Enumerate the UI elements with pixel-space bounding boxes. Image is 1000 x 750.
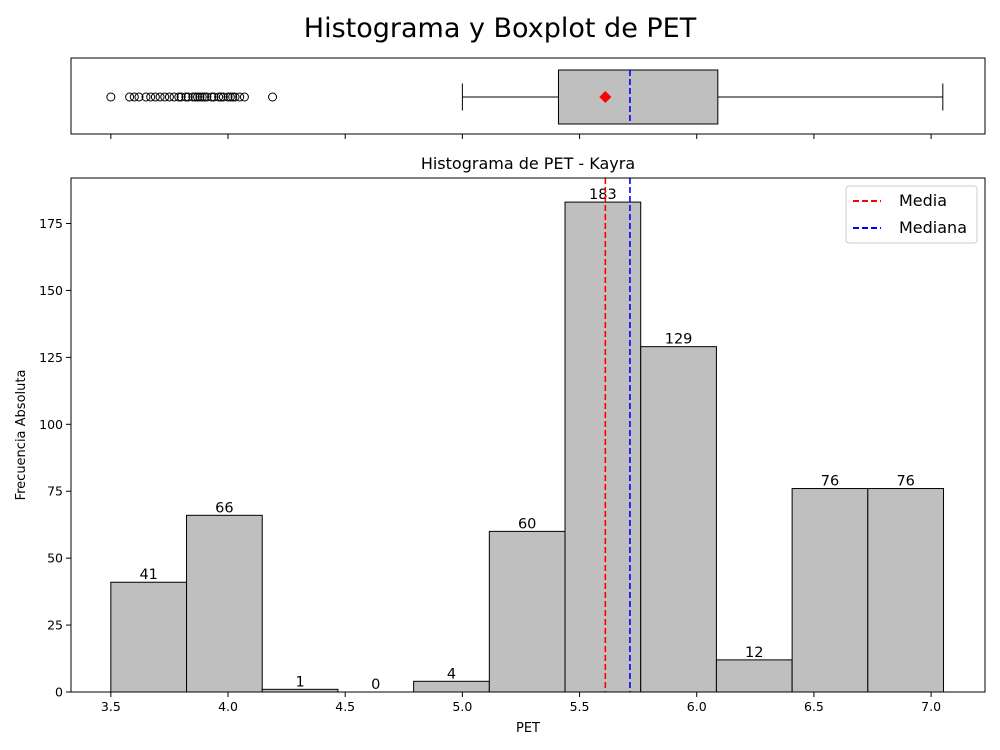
outlier-point — [183, 92, 193, 102]
x-tick-label: 7.0 — [921, 699, 941, 714]
outlier-point — [176, 92, 186, 102]
bar-value-label: 129 — [665, 332, 693, 348]
outlier-point — [235, 92, 245, 102]
outlier-point — [129, 92, 139, 102]
x-tick-label: 3.5 — [101, 699, 121, 714]
y-tick-label: 175 — [39, 216, 63, 231]
histogram-bars — [110, 201, 945, 693]
outlier-point — [106, 92, 116, 102]
histogram-bar — [488, 530, 566, 693]
histogram-bar — [715, 659, 793, 693]
legend: Media Mediana — [845, 185, 978, 244]
outlier-point — [164, 92, 174, 102]
outlier-point — [268, 92, 278, 102]
bar-value-label: 66 — [215, 500, 233, 516]
y-tick-label: 125 — [39, 350, 63, 365]
outlier-point — [202, 92, 212, 102]
histogram-bar — [413, 680, 490, 693]
boxplot-frame — [70, 57, 986, 135]
outlier-point — [141, 92, 151, 102]
y-tick-label: 150 — [39, 283, 63, 298]
outlier-point — [174, 92, 184, 102]
x-tick-label: 5.5 — [570, 699, 590, 714]
outlier-point — [150, 92, 160, 102]
y-axis-label: Frecuencia Absoluta — [14, 370, 29, 501]
outlier-point — [214, 92, 224, 102]
x-tick-label: 6.0 — [687, 699, 707, 714]
interquartile-box — [557, 69, 719, 125]
histogram-reference-lines — [604, 178, 631, 692]
histogram-bar — [867, 488, 945, 693]
bar-value-label: 1 — [295, 674, 304, 690]
outlier-point — [146, 92, 156, 102]
mean-marker — [599, 91, 612, 103]
legend-label-mediana: Mediana — [899, 218, 967, 237]
y-tick-label: 75 — [47, 484, 63, 499]
histogram-bar — [640, 346, 717, 693]
bar-value-label: 41 — [139, 567, 157, 583]
outlier-point — [216, 92, 226, 102]
outlier-point — [134, 92, 144, 102]
y-tick-label: 25 — [47, 618, 63, 633]
figure-title: Histograma y Boxplot de PET — [304, 13, 697, 44]
histogram-frame — [70, 177, 986, 693]
outlier-point — [160, 92, 170, 102]
outlier-point — [209, 92, 219, 102]
outlier-point — [155, 92, 165, 102]
x-axis-label: PET — [516, 721, 540, 736]
histogram-bar — [110, 581, 188, 693]
outlier-point — [223, 92, 233, 102]
y-tick-label: 100 — [39, 417, 63, 432]
outlier-point — [195, 92, 205, 102]
boxplot-axes — [70, 57, 986, 139]
x-tick-label: 4.0 — [218, 699, 238, 714]
outlier-point — [188, 92, 198, 102]
histogram-title: Histograma de PET - Kayra — [421, 154, 635, 173]
x-tick-label: 6.5 — [804, 699, 824, 714]
bar-value-label: 60 — [518, 516, 536, 532]
outlier-point — [228, 92, 238, 102]
outlier-point — [218, 92, 228, 102]
outlier-point — [197, 92, 207, 102]
legend-label-media: Media — [899, 191, 947, 210]
outlier-point — [200, 92, 210, 102]
y-tick-label: 50 — [47, 551, 63, 566]
bar-value-label: 4 — [447, 666, 456, 682]
boxplot-content — [106, 69, 944, 125]
outlier-point — [239, 92, 249, 102]
histogram-y-ticks: 0 25 50 75 100 125 150 175 — [39, 216, 71, 700]
outlier-point — [169, 92, 179, 102]
outlier-point — [207, 92, 217, 102]
legend-box — [845, 185, 978, 244]
outlier-point — [230, 92, 240, 102]
histogram-axes: Histograma de PET - Kayra 41 66 1 0 4 60 183 12… — [14, 154, 986, 736]
bar-value-label: 76 — [821, 474, 839, 490]
histogram-bar-labels: 41 66 1 0 4 60 183 129 12 76 76 — [139, 187, 914, 693]
bar-value-label: 76 — [896, 474, 914, 490]
boxplot-x-ticks — [110, 134, 932, 139]
bar-value-label: 12 — [745, 645, 763, 661]
bar-value-label: 183 — [589, 187, 617, 203]
outlier-point — [125, 92, 135, 102]
y-tick-label: 0 — [55, 685, 63, 700]
x-tick-label: 5.0 — [452, 699, 472, 714]
outlier-point — [190, 92, 200, 102]
histogram-bar — [791, 488, 869, 693]
histogram-bar — [186, 514, 263, 693]
outlier-point — [181, 92, 191, 102]
outlier-point — [193, 92, 203, 102]
x-tick-label: 4.5 — [335, 699, 355, 714]
outlier-point — [225, 92, 235, 102]
histogram-x-ticks: 3.5 4.0 4.5 5.0 5.5 6.0 6.5 7.0 — [101, 692, 941, 714]
bar-value-label: 0 — [371, 677, 380, 693]
histogram-bar — [564, 201, 642, 693]
